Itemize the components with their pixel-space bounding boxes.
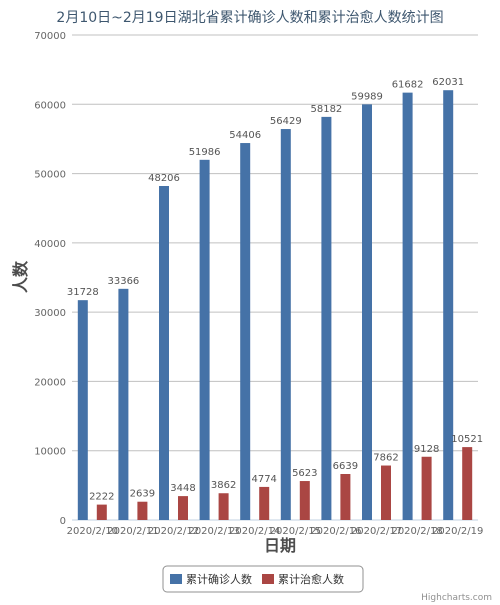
bar[interactable] bbox=[443, 90, 454, 521]
data-label: 54406 bbox=[229, 130, 261, 141]
y-tick-label: 0 bbox=[60, 516, 66, 527]
bar[interactable] bbox=[340, 474, 351, 520]
bar[interactable] bbox=[259, 486, 270, 520]
x-tick-label: 2020/2/13 bbox=[188, 526, 239, 537]
bar[interactable] bbox=[402, 92, 413, 520]
data-label: 10521 bbox=[451, 434, 483, 445]
bar[interactable] bbox=[137, 501, 148, 520]
x-tick-label: 2020/2/19 bbox=[432, 526, 483, 537]
legend-item-confirmed[interactable]: 累计确诊人数 bbox=[170, 572, 252, 586]
data-label: 48206 bbox=[148, 173, 180, 184]
x-tick-label: 2020/2/12 bbox=[148, 526, 199, 537]
bar[interactable] bbox=[96, 504, 107, 520]
legend-item-recovered[interactable]: 累计治愈人数 bbox=[262, 572, 344, 586]
bar[interactable] bbox=[299, 481, 310, 520]
bar[interactable] bbox=[321, 116, 332, 520]
x-tick-label: 2020/2/17 bbox=[351, 526, 402, 537]
bar[interactable] bbox=[381, 465, 391, 520]
y-tick-label: 40000 bbox=[34, 239, 66, 250]
bar[interactable] bbox=[178, 496, 188, 520]
bar[interactable] bbox=[77, 300, 88, 520]
data-label: 58182 bbox=[310, 104, 342, 115]
x-axis-ticks: 2020/2/102020/2/112020/2/122020/2/132020… bbox=[67, 526, 484, 537]
y-tick-label: 50000 bbox=[34, 170, 66, 181]
data-label: 7862 bbox=[373, 453, 398, 464]
chart-title: 2月10日~2月19日湖北省累计确诊人数和累计治愈人数统计图 bbox=[56, 10, 443, 26]
bar[interactable] bbox=[118, 288, 129, 520]
bar[interactable] bbox=[218, 493, 229, 520]
data-label: 2222 bbox=[89, 492, 114, 503]
legend-label-confirmed[interactable]: 累计确诊人数 bbox=[186, 572, 252, 586]
grid-lines bbox=[72, 34, 478, 521]
bar[interactable] bbox=[462, 447, 473, 520]
y-tick-label: 30000 bbox=[34, 308, 66, 319]
bar-series bbox=[77, 90, 473, 521]
bar[interactable] bbox=[362, 104, 372, 520]
bar[interactable] bbox=[240, 143, 251, 521]
data-label: 5623 bbox=[292, 468, 317, 479]
legend-label-recovered[interactable]: 累计治愈人数 bbox=[278, 572, 344, 586]
data-label: 59989 bbox=[351, 91, 383, 102]
legend-swatch-confirmed bbox=[170, 574, 182, 584]
legend-swatch-recovered bbox=[262, 574, 274, 584]
data-label: 31728 bbox=[67, 287, 99, 298]
data-label: 3448 bbox=[170, 483, 195, 494]
y-axis-title: 人数 bbox=[11, 260, 30, 293]
y-tick-label: 60000 bbox=[34, 100, 66, 111]
data-label: 2639 bbox=[130, 489, 155, 500]
data-label: 51986 bbox=[189, 147, 221, 158]
x-tick-label: 2020/2/14 bbox=[229, 526, 280, 537]
x-tick-label: 2020/2/18 bbox=[391, 526, 442, 537]
legend[interactable]: 累计确诊人数 累计治愈人数 bbox=[162, 565, 364, 593]
x-tick-label: 2020/2/15 bbox=[270, 526, 321, 537]
credits-link[interactable]: Highcharts.com bbox=[421, 593, 492, 603]
bar[interactable] bbox=[159, 186, 169, 520]
data-labels: 31728 33366 48206 51986 54406 56429 58182 59989… bbox=[67, 77, 483, 502]
data-label: 33366 bbox=[107, 276, 139, 287]
data-label: 3862 bbox=[211, 480, 236, 491]
data-label: 62031 bbox=[432, 77, 464, 88]
data-label: 56429 bbox=[270, 116, 302, 127]
y-axis-ticks: 0 10000 20000 30000 40000 50000 60000 70000 bbox=[34, 31, 66, 527]
bar[interactable] bbox=[421, 456, 432, 520]
x-tick-label: 2020/2/10 bbox=[67, 526, 118, 537]
bar[interactable] bbox=[199, 159, 210, 520]
bar[interactable] bbox=[280, 129, 291, 520]
data-label: 6639 bbox=[333, 461, 358, 472]
data-label: 9128 bbox=[414, 444, 439, 455]
y-tick-label: 20000 bbox=[34, 377, 66, 388]
x-axis-title: 日期 bbox=[264, 536, 296, 555]
data-label: 61682 bbox=[392, 80, 424, 91]
y-tick-label: 70000 bbox=[34, 31, 66, 42]
y-tick-label: 10000 bbox=[34, 447, 66, 458]
x-tick-label: 2020/2/16 bbox=[310, 526, 361, 537]
data-label: 4774 bbox=[251, 474, 276, 485]
x-tick-label: 2020/2/11 bbox=[107, 526, 158, 537]
